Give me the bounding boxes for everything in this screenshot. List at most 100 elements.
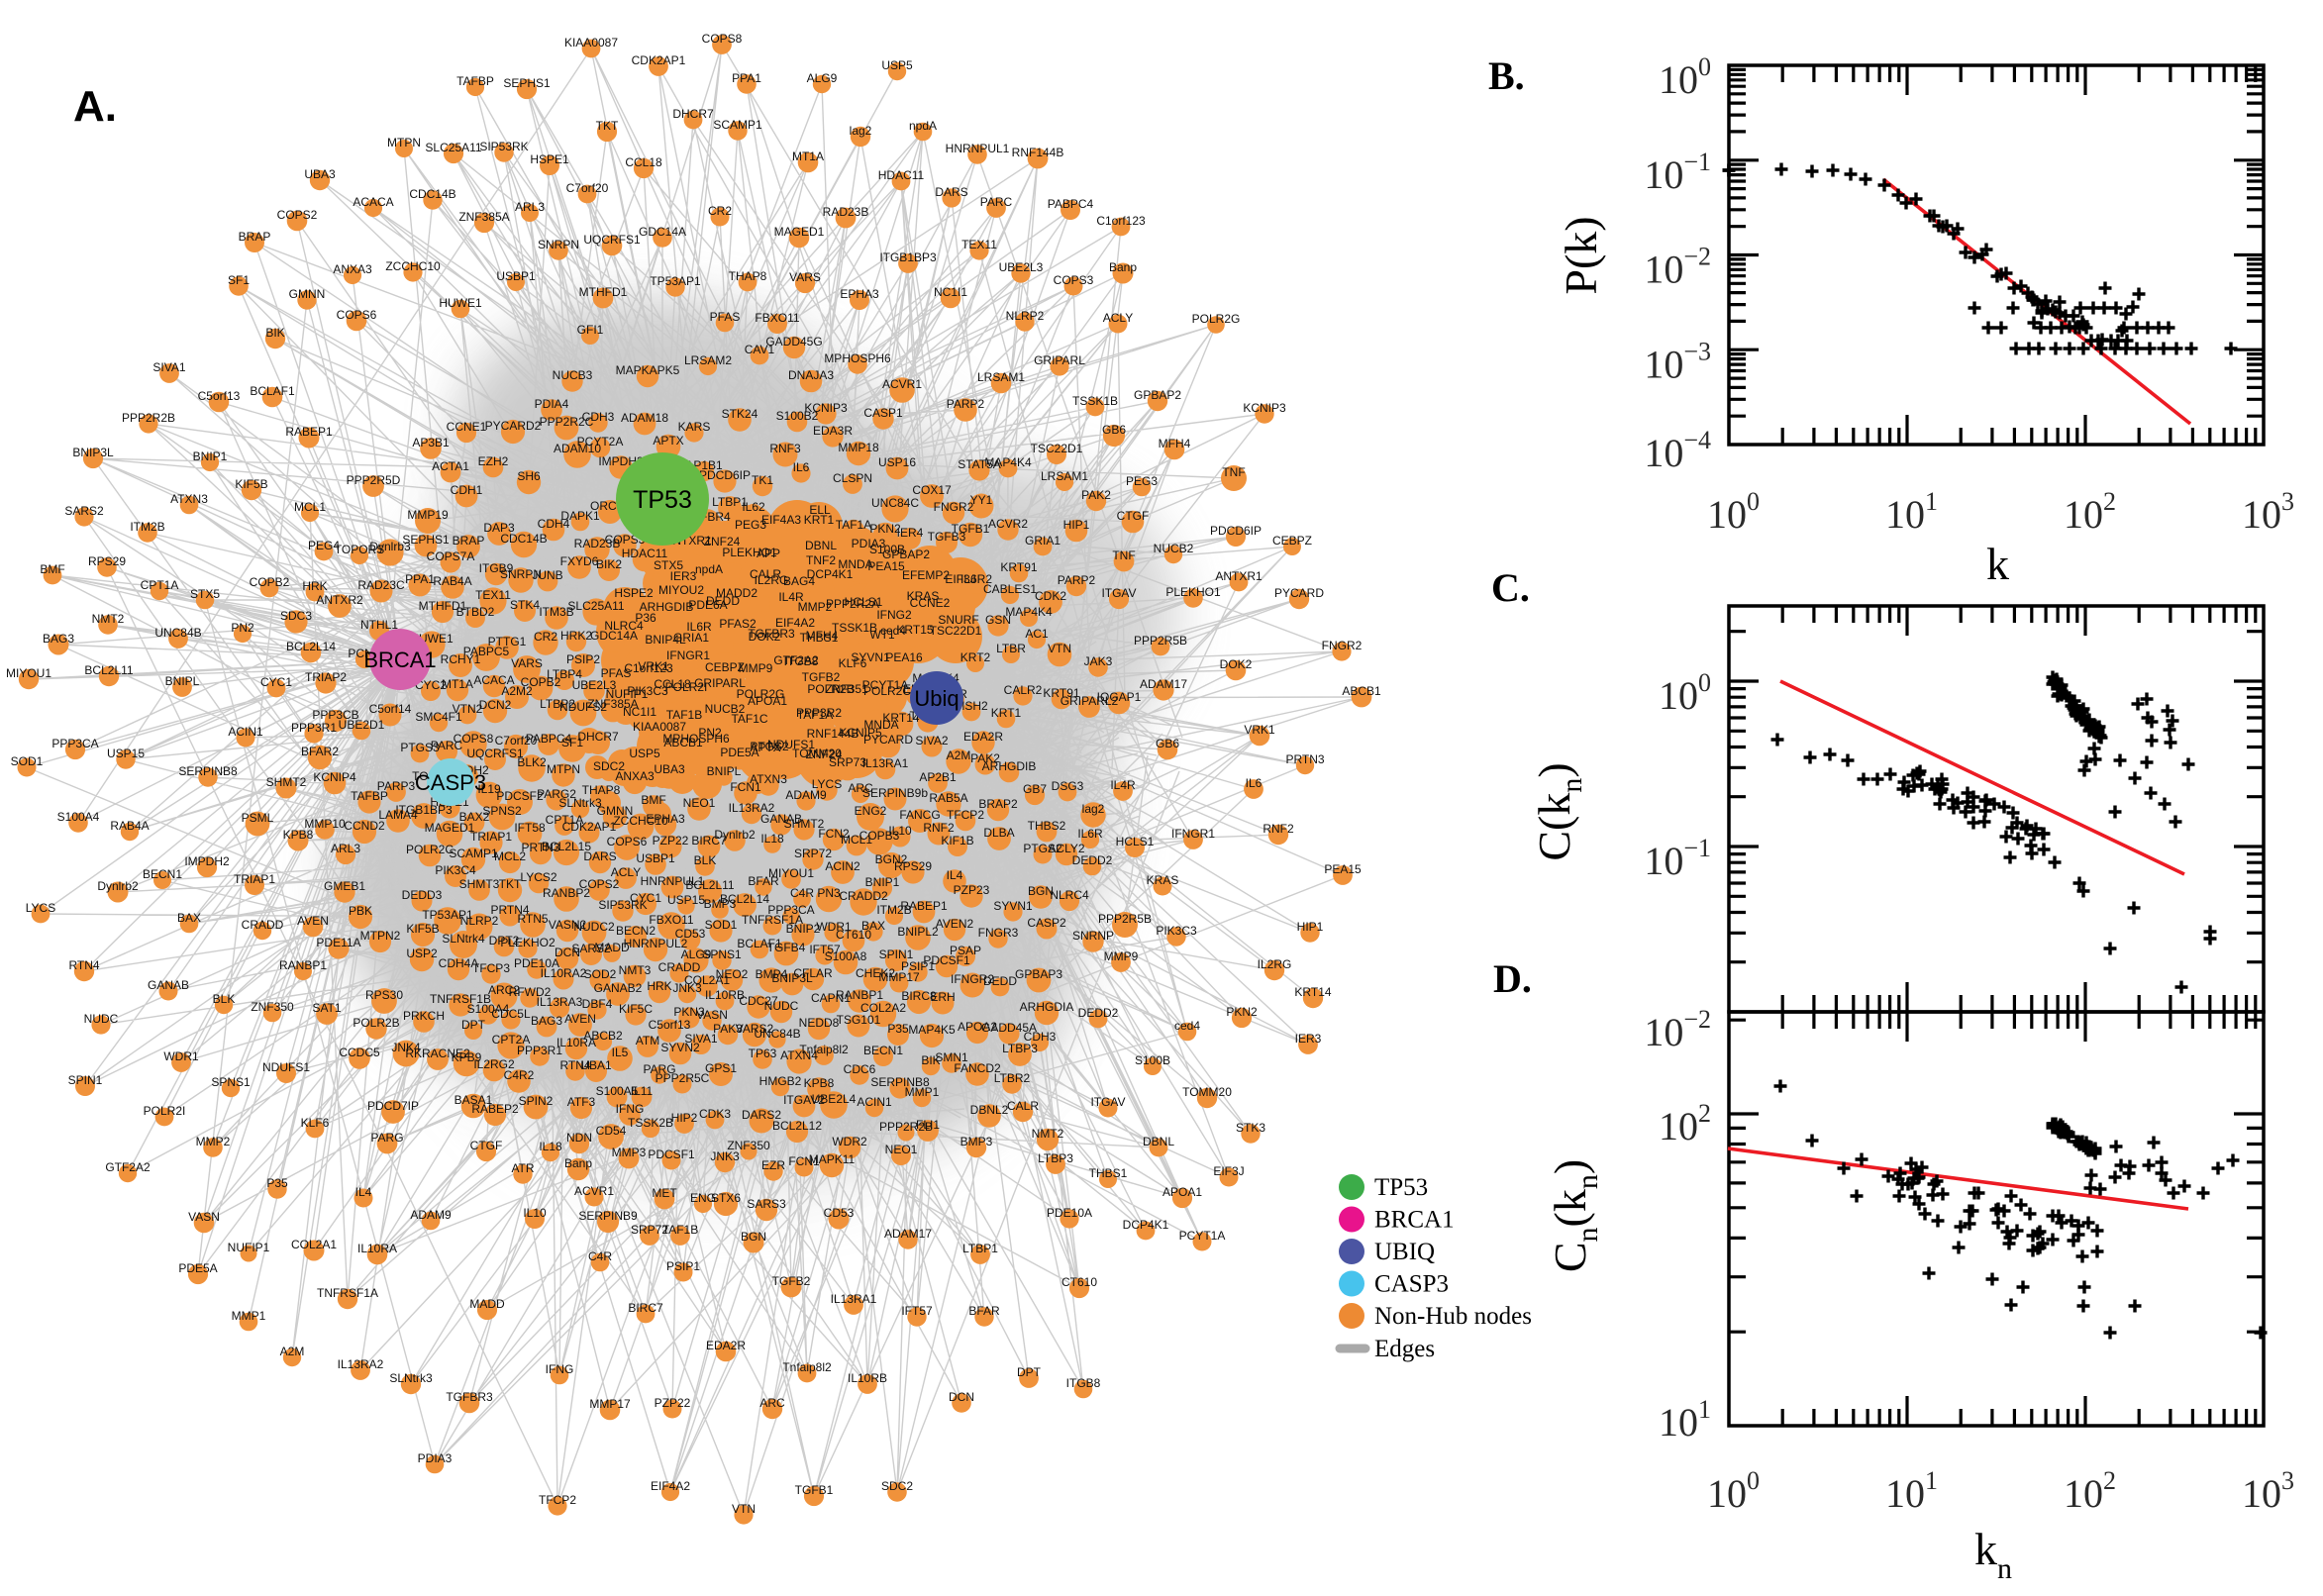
svg-text:TAFBP: TAFBP [456,74,494,88]
svg-text:VTN: VTN [732,1502,756,1516]
svg-text:TSG101: TSG101 [837,1013,881,1027]
svg-text:VARS2: VARS2 [736,1022,774,1036]
svg-text:MMP10: MMP10 [304,817,346,831]
svg-text:PARP2: PARP2 [1058,573,1096,587]
svg-text:USP15: USP15 [107,747,145,760]
svg-text:APTX: APTX [750,741,780,754]
svg-text:P35: P35 [266,1176,288,1190]
svg-text:MAP4K4: MAP4K4 [1005,605,1053,619]
svg-text:MIYOU1: MIYOU1 [768,866,814,880]
svg-text:SLNtrk3: SLNtrk3 [389,1371,433,1385]
svg-text:IL10: IL10 [523,1206,547,1220]
svg-text:PEG3: PEG3 [735,518,766,532]
svg-text:ATXN3: ATXN3 [750,772,787,786]
svg-text:TFCP2: TFCP2 [947,808,984,822]
svg-text:BNIP3L: BNIP3L [771,971,813,985]
svg-text:APOA1: APOA1 [1162,1185,1202,1199]
svg-text:ARC2: ARC2 [488,983,520,997]
svg-text:NLRC4: NLRC4 [604,619,644,633]
svg-text:SHMT2: SHMT2 [784,817,825,831]
svg-text:C7orf20: C7orf20 [495,734,538,748]
svg-text:IL5: IL5 [612,1046,629,1059]
svg-text:ATXN3: ATXN3 [170,492,208,506]
svg-text:ADAM9: ADAM9 [410,1208,452,1222]
svg-text:COPS6: COPS6 [607,835,648,848]
svg-text:KCNIP5: KCNIP5 [839,726,882,740]
svg-text:NC1I1: NC1I1 [623,705,656,719]
svg-text:BNIP2: BNIP2 [786,922,821,936]
svg-text:MT1A: MT1A [442,677,473,691]
svg-text:CASP2: CASP2 [1027,916,1066,930]
svg-text:PDIA3: PDIA3 [418,1451,453,1465]
svg-text:CABLES1: CABLES1 [983,582,1037,596]
svg-text:BFAR: BFAR [968,1304,1000,1318]
svg-text:DEDD2: DEDD2 [1078,1006,1119,1020]
svg-text:CCNE1: CCNE1 [447,420,487,434]
svg-text:CD53: CD53 [675,927,706,941]
svg-text:BMP3: BMP3 [704,897,737,911]
svg-text:ITGAV: ITGAV [1101,586,1136,600]
svg-text:UNC84C: UNC84C [871,496,919,510]
svg-text:P36: P36 [635,611,656,625]
svg-text:ABCB1: ABCB1 [1342,684,1381,698]
svg-text:PBK: PBK [349,904,372,918]
svg-text:PPP2R5C: PPP2R5C [656,1071,710,1085]
svg-text:LTBR2: LTBR2 [994,1071,1031,1085]
svg-text:PN2: PN2 [698,726,722,740]
svg-text:GB7: GB7 [1023,782,1047,796]
svg-text:CPT1A: CPT1A [141,578,179,592]
svg-text:DEDD: DEDD [706,594,740,608]
svg-text:COPS8: COPS8 [702,32,743,46]
svg-text:IER4: IER4 [897,526,924,540]
svg-text:BNIP3L: BNIP3L [72,446,114,459]
svg-text:NMT3: NMT3 [619,963,652,977]
svg-text:NUCB2: NUCB2 [1154,542,1194,555]
svg-text:RNF144B: RNF144B [1012,146,1064,159]
svg-text:RAD23B: RAD23B [823,205,869,219]
svg-text:DEDD2: DEDD2 [1072,853,1113,867]
svg-text:IER3: IER3 [1295,1032,1322,1046]
svg-text:CRADD: CRADD [658,960,701,974]
svg-text:AVEN: AVEN [564,1012,596,1026]
svg-text:KRT2: KRT2 [960,650,991,664]
svg-text:SPIN1: SPIN1 [879,948,914,961]
svg-text:USBP1: USBP1 [636,851,675,865]
svg-text:BNIP1: BNIP1 [193,449,228,463]
svg-text:BNIP4L: BNIP4L [645,633,686,647]
svg-text:HRK: HRK [302,579,327,593]
svg-text:SRP72: SRP72 [631,1223,668,1237]
svg-text:SPNS1: SPNS1 [702,948,742,961]
svg-text:lag2: lag2 [850,124,872,138]
svg-text:POLR2B: POLR2B [353,1016,399,1030]
svg-text:PKN2: PKN2 [1226,1005,1258,1019]
svg-text:UBE2L4: UBE2L4 [812,1092,857,1106]
svg-text:CDH3: CDH3 [1024,1030,1057,1044]
svg-text:TSSK2B: TSSK2B [628,1116,673,1130]
svg-text:SERPINB8: SERPINB8 [178,764,238,778]
svg-text:ITGB8: ITGB8 [1066,1376,1101,1390]
svg-text:VARS: VARS [789,270,821,284]
svg-text:PDE5A: PDE5A [178,1261,217,1275]
svg-text:BGN2: BGN2 [875,852,908,866]
svg-text:COPS3: COPS3 [1054,273,1094,287]
svg-text:CYC1: CYC1 [630,891,661,905]
svg-text:GRIA1: GRIA1 [673,631,709,645]
svg-text:DOK2: DOK2 [1220,657,1253,671]
svg-text:LTBP3: LTBP3 [1002,1042,1038,1055]
svg-text:IER3: IER3 [670,569,697,583]
svg-text:CT610: CT610 [836,928,871,942]
svg-text:ANTXR2: ANTXR2 [316,593,363,607]
svg-text:A2M2: A2M2 [501,684,533,698]
svg-text:HIP1: HIP1 [1063,518,1090,532]
svg-text:S100A5: S100A5 [596,1084,639,1098]
svg-text:BRCA1: BRCA1 [363,648,436,672]
svg-text:MAP4K5: MAP4K5 [908,1023,956,1037]
svg-text:CCL18: CCL18 [654,677,691,691]
svg-text:PDE6A: PDE6A [688,598,727,612]
svg-text:FXYD6: FXYD6 [560,554,599,568]
svg-text:FNGR2: FNGR2 [1322,639,1363,652]
svg-text:CDC14B: CDC14B [500,532,547,546]
svg-text:VASN: VASN [696,1008,728,1022]
svg-text:GPBAP2: GPBAP2 [1134,388,1181,402]
svg-text:Banp: Banp [564,1156,592,1170]
